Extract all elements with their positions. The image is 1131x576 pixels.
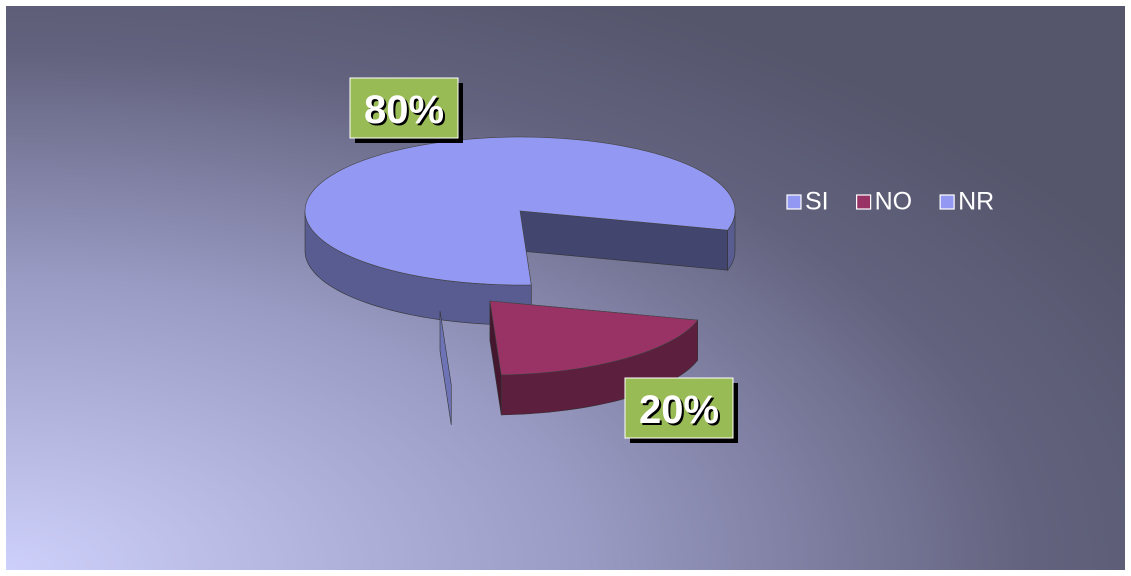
data-label: 80% [364, 88, 444, 132]
slice-cut [439, 310, 452, 425]
legend-swatch [939, 194, 955, 210]
label-box [349, 77, 459, 139]
slice [304, 136, 736, 286]
legend-label: SI [805, 188, 829, 216]
slice [489, 300, 699, 376]
legend-label: NR [958, 188, 994, 216]
legend-swatch [856, 194, 872, 210]
label-box [624, 377, 734, 439]
legend-swatch [786, 194, 802, 210]
data-label: 20% [639, 388, 719, 432]
legend-label: NO [875, 188, 913, 216]
background [6, 6, 1125, 570]
